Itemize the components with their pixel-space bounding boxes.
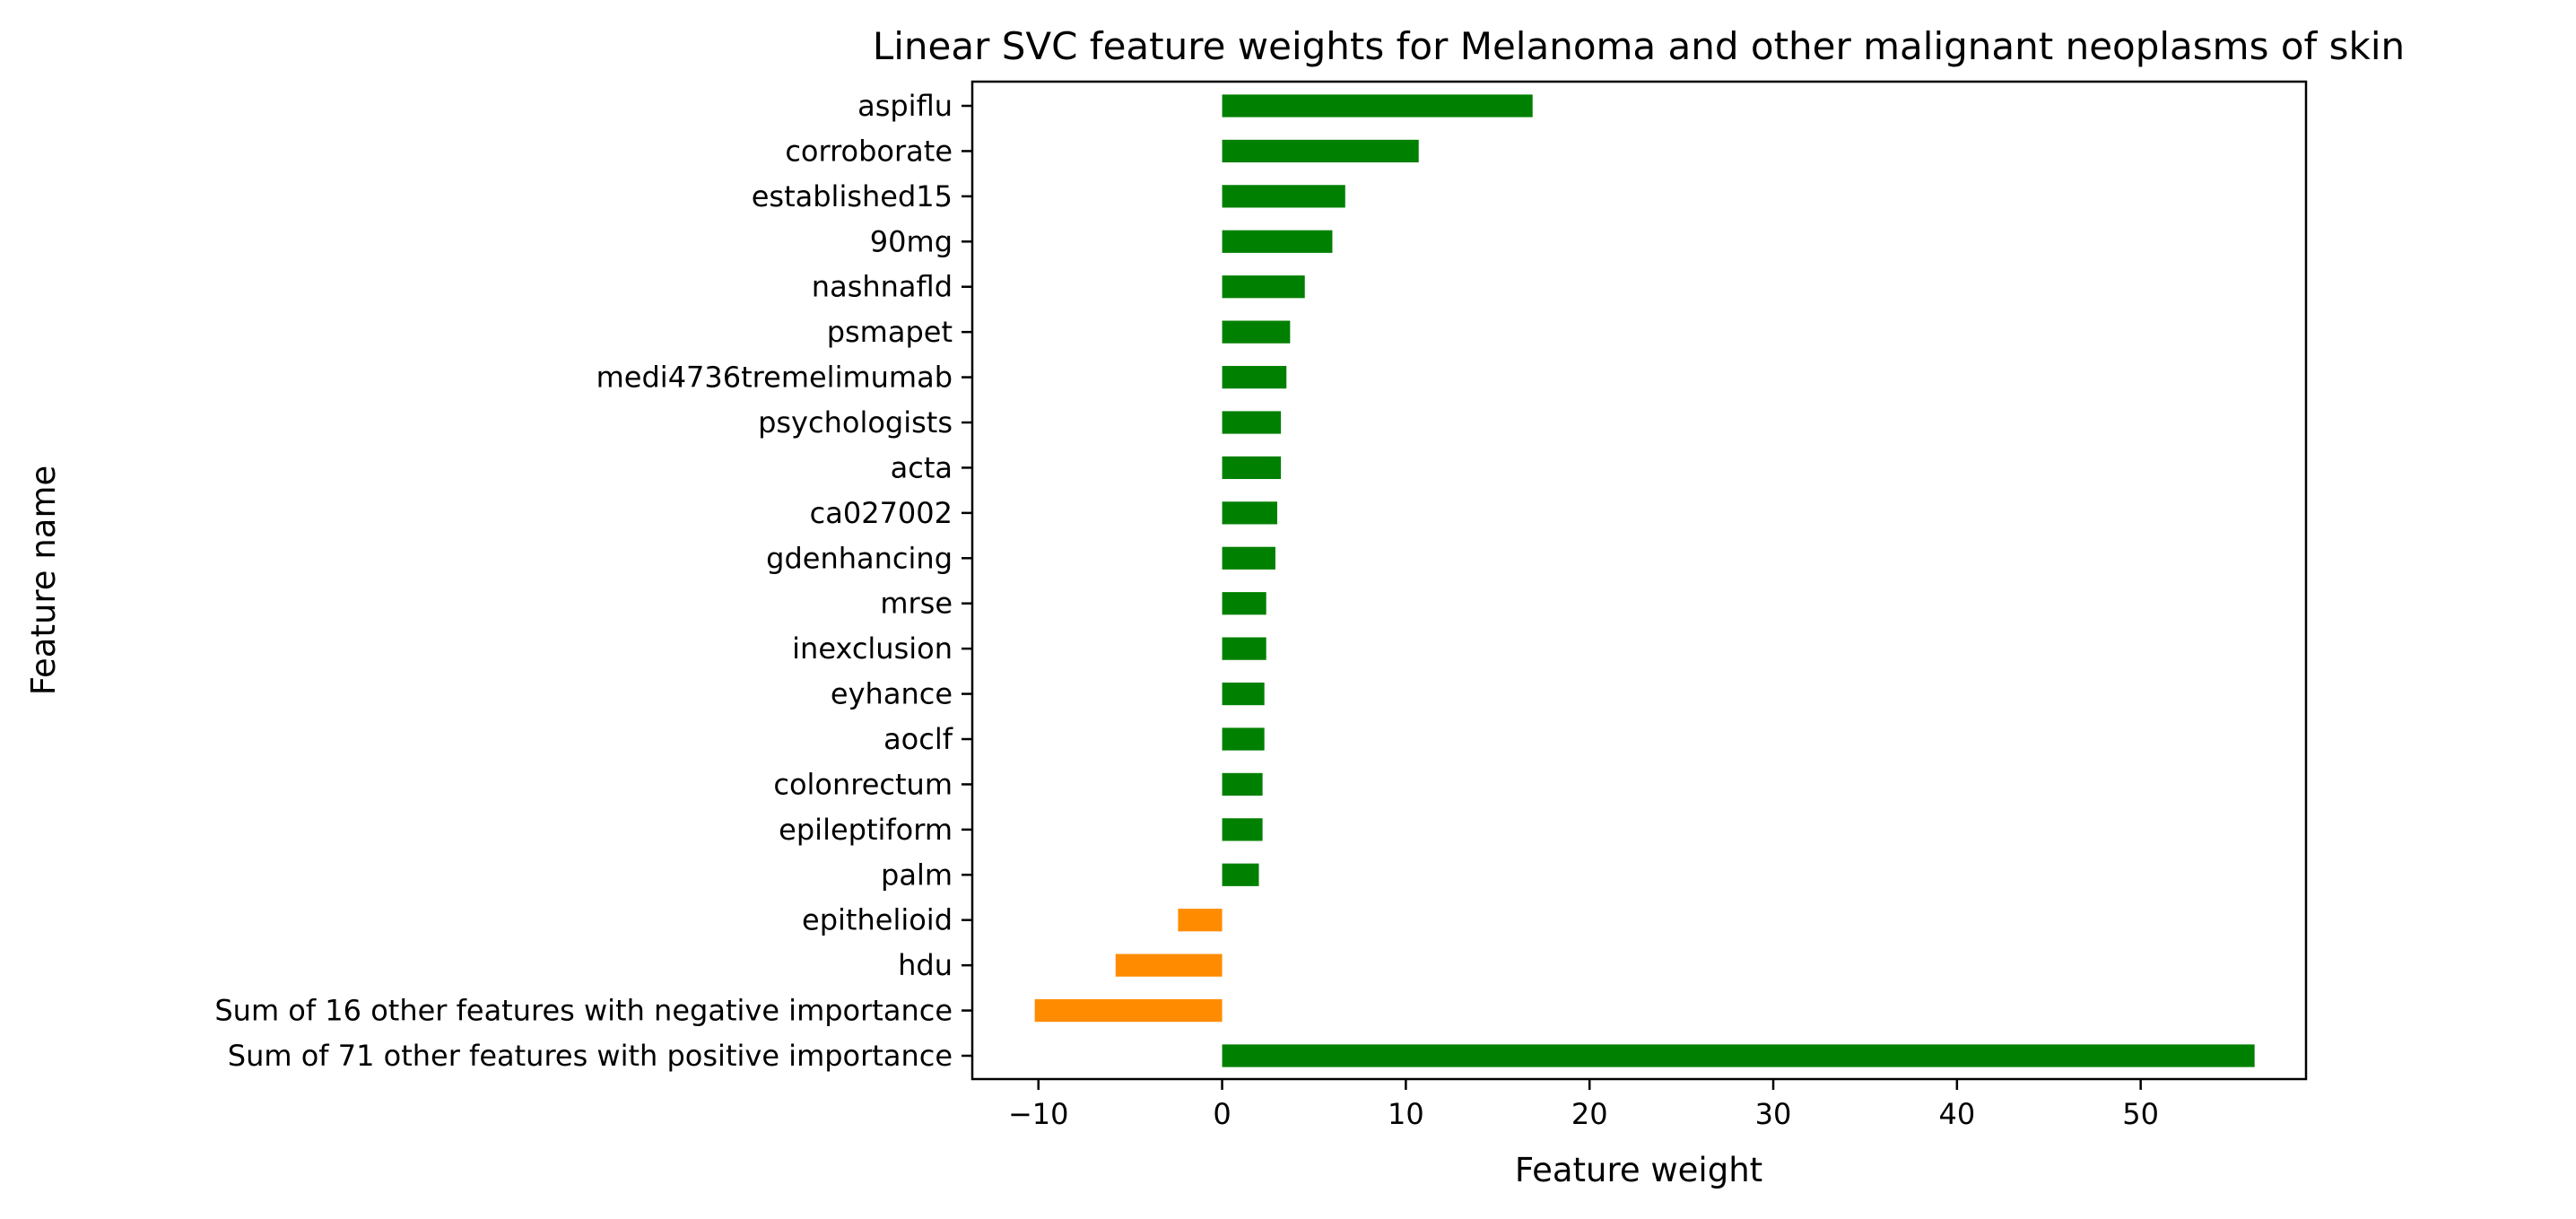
bar-3 [1222,230,1333,253]
y-tick-label: psychologists [758,405,953,440]
bar-2 [1222,185,1345,208]
bar-12 [1222,637,1266,660]
bar-20 [1034,998,1223,1023]
y-tick-label: mrse [880,587,953,621]
y-tick-label: Sum of 16 other features with negative i… [214,994,953,1028]
x-tick-label: 10 [1388,1097,1424,1131]
bar-4 [1222,275,1305,299]
bar-1 [1222,139,1419,163]
y-tick-label: palm [881,858,953,892]
y-tick-label: aspiflu [857,89,953,123]
bar-13 [1222,682,1265,706]
x-tick-label: −10 [1008,1097,1069,1131]
bar-8 [1222,456,1282,480]
y-tick-label: established15 [752,179,953,213]
bar-5 [1222,320,1291,344]
bar-17 [1222,863,1259,886]
y-tick-label: psmapet [827,315,953,349]
plot-frame [970,80,2308,1081]
y-tick-label: eyhance [831,677,953,711]
x-tick-label: 30 [1755,1097,1792,1131]
bar-21 [1222,1044,2255,1067]
y-tick-label: acta [891,450,953,484]
bar-7 [1222,411,1282,434]
bar-0 [1222,94,1533,118]
y-tick-label: hdu [898,948,953,982]
y-tick-label: aoclf [883,722,953,756]
y-axis: aspiflu corroborate established15 90mg nashn… [214,89,972,1073]
bar-19 [1115,953,1223,977]
bar-11 [1222,592,1266,615]
y-tick-label: inexclusion [792,631,953,666]
bar-15 [1222,772,1263,797]
x-tick-label: 0 [1213,1097,1231,1131]
y-tick-label: colonrectum [773,767,953,801]
chart-title: Linear SVC feature weights for Melanoma … [873,24,2405,68]
y-tick-label: gdenhancing [766,541,953,575]
x-tick-label: 50 [2122,1097,2159,1131]
x-tick-label: 40 [1938,1097,1975,1131]
y-tick-label: corroborate [785,134,953,168]
y-axis-label: Feature name [24,466,63,696]
x-axis: −10 0 10 20 30 40 50 [1008,1079,2159,1131]
y-tick-label: nashnafld [812,270,953,304]
bar-9 [1222,501,1278,525]
y-tick-label: Sum of 71 other features with positive i… [228,1039,953,1073]
bar-16 [1222,818,1263,841]
bar-14 [1222,727,1265,751]
bar-6 [1222,365,1287,389]
y-tick-label: 90mg [870,224,953,258]
x-tick-label: 20 [1571,1097,1608,1131]
y-tick-label: epileptiform [779,813,953,847]
x-axis-label: Feature weight [1515,1151,1762,1189]
y-tick-label: ca027002 [810,496,953,530]
bar-18 [1178,909,1223,932]
y-tick-label: epithelioid [802,903,953,937]
y-tick-label: medi4736tremelimumab [596,361,953,395]
bars-layer [1034,94,2255,1067]
bar-10 [1222,546,1275,570]
